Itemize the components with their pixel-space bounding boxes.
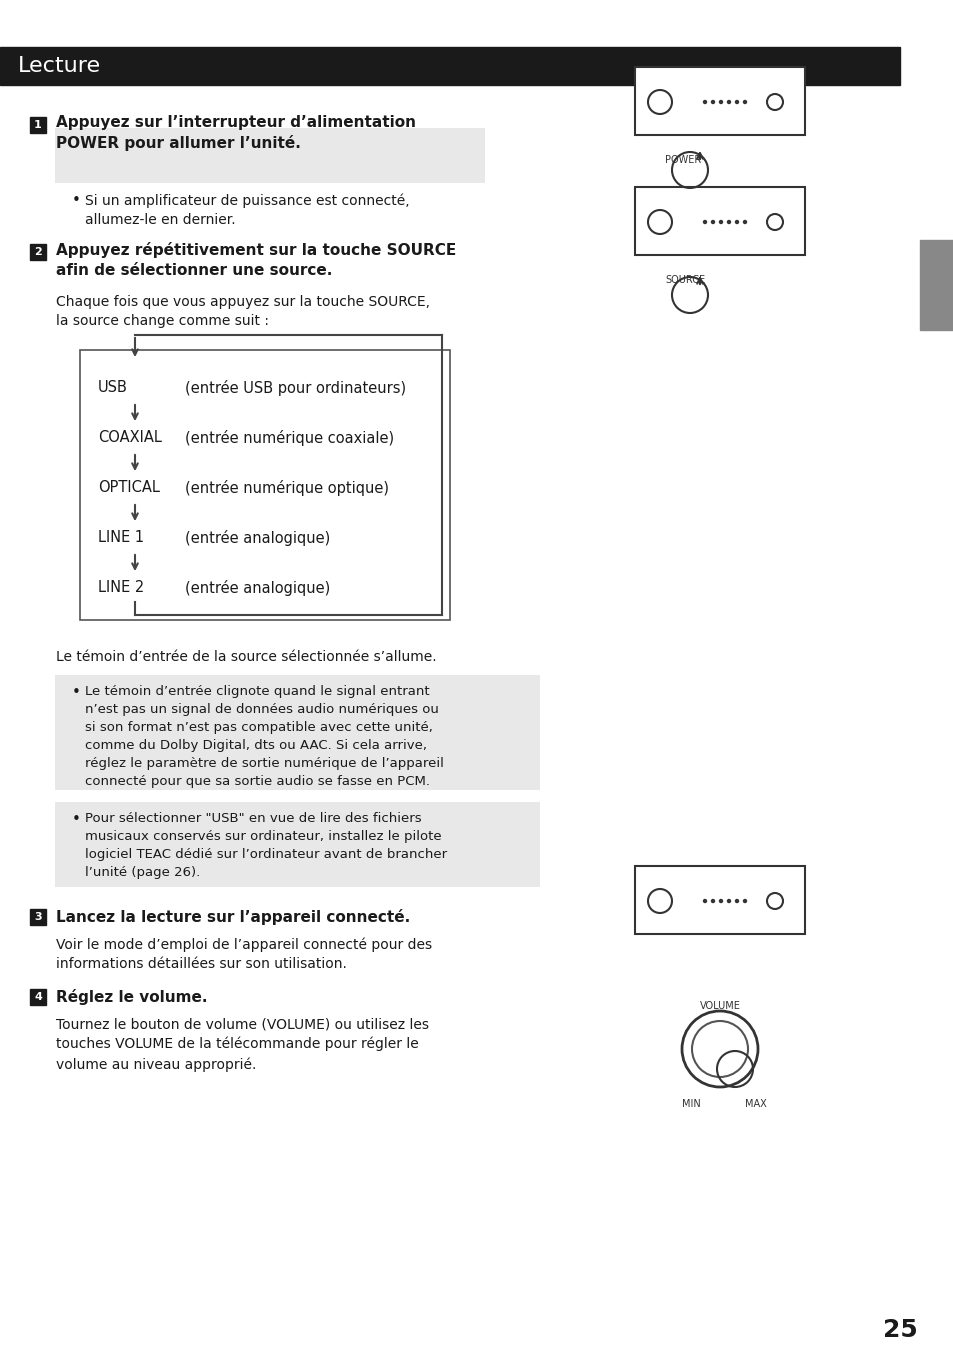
Circle shape xyxy=(702,100,706,103)
Text: MAX: MAX xyxy=(744,1099,766,1109)
Text: 4: 4 xyxy=(34,992,42,1002)
Text: MIN: MIN xyxy=(681,1099,700,1109)
Bar xyxy=(30,909,46,925)
Text: •: • xyxy=(71,812,81,827)
Text: •: • xyxy=(71,685,81,700)
Text: (entrée analogique): (entrée analogique) xyxy=(185,529,330,546)
Text: 3: 3 xyxy=(34,913,42,922)
Bar xyxy=(30,116,46,133)
Text: Tournez le bouton de volume (VOLUME) ou utilisez les
touches VOLUME de la téléco: Tournez le bouton de volume (VOLUME) ou … xyxy=(56,1017,429,1071)
Circle shape xyxy=(719,100,721,103)
Circle shape xyxy=(711,899,714,903)
Circle shape xyxy=(702,899,706,903)
Text: LINE 2: LINE 2 xyxy=(98,581,144,596)
Bar xyxy=(30,244,46,260)
Text: Le témoin d’entrée de la source sélectionnée s’allume.: Le témoin d’entrée de la source sélectio… xyxy=(56,650,436,663)
Text: (entrée USB pour ordinateurs): (entrée USB pour ordinateurs) xyxy=(185,380,406,395)
Circle shape xyxy=(735,899,738,903)
Bar xyxy=(30,988,46,1005)
Text: Lecture: Lecture xyxy=(18,56,101,76)
Text: •: • xyxy=(71,194,81,209)
Text: COAXIAL: COAXIAL xyxy=(98,431,162,445)
Text: Le témoin d’entrée clignote quand le signal entrant
n’est pas un signal de donné: Le témoin d’entrée clignote quand le sig… xyxy=(85,685,443,788)
Text: 25: 25 xyxy=(882,1317,917,1342)
Text: Réglez le volume.: Réglez le volume. xyxy=(56,988,208,1005)
Circle shape xyxy=(719,221,721,223)
Text: 2: 2 xyxy=(34,246,42,257)
Circle shape xyxy=(742,100,745,103)
Text: LINE 1: LINE 1 xyxy=(98,531,144,546)
Text: 1: 1 xyxy=(34,121,42,130)
Circle shape xyxy=(727,221,730,223)
Text: Si un amplificateur de puissance est connecté,
allumez-le en dernier.: Si un amplificateur de puissance est con… xyxy=(85,194,409,227)
Bar xyxy=(80,349,450,620)
Bar xyxy=(0,47,899,85)
Bar xyxy=(55,129,484,183)
Text: USB: USB xyxy=(98,380,128,395)
Text: VOLUME: VOLUME xyxy=(699,1001,740,1011)
Text: Appuyez sur l’interrupteur d’alimentation
POWER pour allumer l’unité.: Appuyez sur l’interrupteur d’alimentatio… xyxy=(56,115,416,152)
Text: Chaque fois que vous appuyez sur la touche SOURCE,
la source change comme suit :: Chaque fois que vous appuyez sur la touc… xyxy=(56,295,430,329)
Circle shape xyxy=(742,899,745,903)
Bar xyxy=(635,187,804,255)
Bar xyxy=(635,867,804,934)
Text: Lancez la lecture sur l’appareil connecté.: Lancez la lecture sur l’appareil connect… xyxy=(56,909,410,925)
Text: (entrée analogique): (entrée analogique) xyxy=(185,580,330,596)
Text: SOURCE: SOURCE xyxy=(664,275,704,284)
Text: OPTICAL: OPTICAL xyxy=(98,481,160,496)
Text: Pour sélectionner "USB" en vue de lire des fichiers
musicaux conservés sur ordin: Pour sélectionner "USB" en vue de lire d… xyxy=(85,812,447,879)
Bar xyxy=(55,802,539,887)
Circle shape xyxy=(735,221,738,223)
Circle shape xyxy=(727,100,730,103)
Text: (entrée numérique optique): (entrée numérique optique) xyxy=(185,481,389,496)
Circle shape xyxy=(711,221,714,223)
Circle shape xyxy=(702,221,706,223)
Bar xyxy=(55,676,539,789)
Circle shape xyxy=(711,100,714,103)
Bar xyxy=(919,240,953,330)
Bar xyxy=(635,66,804,135)
Text: Appuyez répétitivement sur la touche SOURCE
afin de sélectionner une source.: Appuyez répétitivement sur la touche SOU… xyxy=(56,242,456,278)
Text: (entrée numérique coaxiale): (entrée numérique coaxiale) xyxy=(185,431,394,445)
Circle shape xyxy=(727,899,730,903)
Circle shape xyxy=(742,221,745,223)
Text: Voir le mode d’emploi de l’appareil connecté pour des
informations détaillées su: Voir le mode d’emploi de l’appareil conn… xyxy=(56,937,432,971)
Circle shape xyxy=(735,100,738,103)
Text: POWER: POWER xyxy=(664,154,700,165)
Circle shape xyxy=(719,899,721,903)
